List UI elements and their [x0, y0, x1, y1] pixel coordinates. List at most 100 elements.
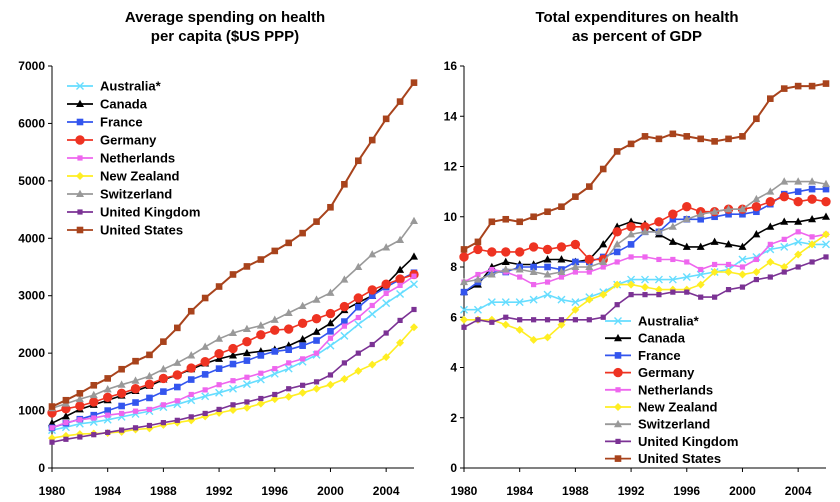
- legend-swatch-marker: [76, 118, 84, 126]
- data-point: [516, 218, 523, 226]
- data-point: [270, 369, 279, 378]
- data-point: [655, 135, 663, 143]
- data-point: [572, 269, 578, 275]
- data-point: [502, 215, 510, 223]
- data-point: [642, 292, 648, 298]
- data-point: [543, 270, 552, 278]
- data-point: [670, 256, 676, 263]
- data-point: [244, 399, 250, 405]
- y-tick-label: 0: [38, 461, 45, 475]
- data-point: [216, 406, 222, 413]
- data-point: [682, 273, 691, 282]
- legend-label: Australia*: [638, 314, 700, 329]
- data-point: [242, 348, 251, 357]
- data-point: [780, 242, 789, 251]
- x-tick-label: 1992: [618, 484, 645, 498]
- data-point: [809, 234, 815, 240]
- y-tick-label: 3000: [18, 289, 45, 303]
- data-point: [160, 420, 166, 426]
- data-point: [501, 265, 510, 273]
- data-point: [256, 375, 265, 384]
- data-point: [698, 266, 704, 273]
- data-point: [586, 269, 592, 275]
- chart-title-line-2: as percent of GDP: [572, 28, 702, 45]
- data-point: [284, 308, 293, 316]
- data-point: [473, 244, 483, 255]
- data-point: [793, 196, 803, 207]
- data-point: [487, 247, 497, 257]
- data-point: [641, 275, 649, 284]
- data-point: [270, 315, 279, 323]
- data-point: [214, 349, 224, 359]
- data-point: [61, 412, 70, 420]
- data-point: [654, 285, 663, 294]
- data-point: [283, 324, 294, 334]
- data-point: [89, 397, 99, 407]
- data-point: [174, 383, 181, 391]
- data-point: [544, 317, 551, 323]
- data-point: [284, 392, 293, 401]
- data-point: [201, 371, 209, 378]
- data-point: [654, 275, 663, 284]
- data-point: [794, 188, 802, 195]
- data-point: [410, 79, 418, 86]
- data-point: [340, 275, 349, 283]
- data-point: [711, 138, 718, 145]
- data-point: [766, 257, 775, 266]
- legend-label: United States: [638, 451, 721, 466]
- data-point: [543, 255, 552, 263]
- chart-title-line-1: Total expenditures on health: [535, 9, 738, 26]
- data-point: [312, 295, 321, 303]
- data-point: [285, 346, 292, 353]
- data-point: [216, 382, 222, 388]
- data-point: [753, 115, 760, 123]
- data-point: [230, 378, 236, 384]
- data-point: [752, 230, 761, 238]
- data-point: [215, 334, 224, 342]
- data-point: [571, 298, 580, 307]
- data-point: [396, 98, 404, 105]
- data-point: [272, 366, 278, 372]
- data-point: [355, 303, 362, 311]
- y-tick-label: 4000: [18, 231, 45, 245]
- data-point: [172, 370, 183, 380]
- data-point: [215, 365, 223, 372]
- data-point: [543, 290, 552, 299]
- data-point: [586, 183, 593, 190]
- legend-swatch-marker: [77, 209, 83, 215]
- data-point: [119, 410, 125, 417]
- data-point: [795, 229, 801, 235]
- data-point: [738, 255, 747, 264]
- data-point: [558, 317, 565, 323]
- y-tick-label: 2000: [18, 346, 45, 360]
- data-point: [229, 384, 237, 393]
- data-point: [104, 375, 111, 382]
- data-point: [738, 204, 747, 213]
- data-point: [410, 252, 418, 260]
- data-point: [131, 376, 140, 384]
- series-new-zealand: [460, 230, 830, 344]
- data-point: [599, 257, 608, 265]
- data-point: [326, 318, 335, 327]
- legend-label: France: [100, 115, 143, 130]
- data-point: [613, 148, 621, 155]
- data-point: [410, 323, 418, 332]
- data-point: [794, 217, 803, 225]
- data-point: [558, 274, 565, 280]
- data-point: [739, 264, 746, 270]
- data-point: [200, 357, 210, 367]
- legend-label: New Zealand: [100, 169, 180, 184]
- data-point: [599, 290, 608, 299]
- data-point: [473, 305, 482, 314]
- data-point: [272, 391, 278, 398]
- legend-swatch-marker: [76, 99, 84, 107]
- data-point: [117, 380, 126, 388]
- data-point: [711, 213, 718, 221]
- data-point: [822, 179, 830, 188]
- data-point: [229, 351, 237, 359]
- x-tick-label: 1988: [562, 484, 589, 498]
- data-point: [475, 317, 481, 323]
- data-point: [215, 388, 224, 397]
- data-point: [725, 135, 732, 143]
- data-point: [696, 280, 705, 289]
